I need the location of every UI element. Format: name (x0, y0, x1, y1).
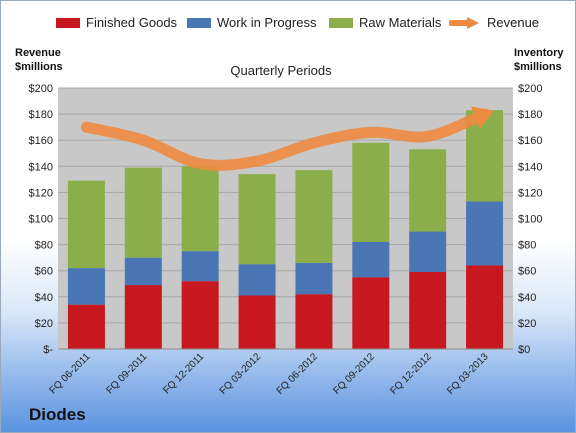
bar-finished-goods (181, 281, 219, 349)
category-label: FQ 12-2011 (161, 351, 206, 396)
category-label: FQ 06-2011 (48, 351, 93, 396)
right-tick-label: $60 (518, 266, 536, 278)
category-label: FQ 12-2012 (388, 351, 434, 397)
right-axis-title: Inventory $millions (514, 47, 564, 73)
bar-work-in-progress (124, 257, 162, 286)
category-label: FQ 03-2013 (445, 351, 491, 397)
left-tick-label: $160 (29, 135, 53, 147)
left-tick-label: $140 (29, 161, 53, 173)
bar-work-in-progress (409, 231, 447, 273)
right-tick-label: $140 (518, 161, 542, 173)
left-axis-title: Revenue $millions (15, 47, 63, 73)
bar-finished-goods (67, 304, 105, 349)
right-tick-label: $80 (518, 240, 536, 252)
legend-label: Work in Progress (217, 15, 317, 30)
right-tick-label: $40 (518, 292, 536, 304)
legend-item-work-in-progress: Work in Progress (187, 15, 316, 30)
legend: Finished Goods Work in Progress Raw Materi… (1, 15, 575, 35)
left-tick-label: $180 (29, 109, 53, 121)
bar-finished-goods (352, 277, 390, 349)
legend-item-revenue: Revenue (449, 15, 539, 30)
bar-raw-materials (67, 180, 105, 269)
revenue-arrowhead (470, 106, 494, 129)
right-tick-label: $180 (518, 109, 542, 121)
left-tick-label: $40 (35, 292, 53, 304)
category-label: FQ 09-2011 (104, 351, 149, 396)
category-label: FQ 06-2012 (275, 351, 321, 397)
bar-work-in-progress (181, 251, 219, 282)
category-label: FQ 03-2012 (218, 351, 264, 397)
right-tick-label: $20 (518, 318, 536, 330)
bar-raw-materials (181, 166, 219, 252)
bar-work-in-progress (295, 262, 333, 295)
bar-raw-materials (238, 174, 276, 265)
legend-label: Finished Goods (86, 15, 178, 30)
left-tick-label: $80 (35, 240, 53, 252)
bar-raw-materials (409, 149, 447, 232)
legend-item-finished-goods: Finished Goods (56, 15, 177, 30)
legend-swatch (187, 17, 211, 28)
bar-finished-goods (409, 272, 447, 349)
right-tick-label: $100 (518, 214, 542, 226)
left-tick-label: $- (43, 344, 53, 356)
right-tick-label: $120 (518, 187, 542, 199)
legend-item-raw-materials: Raw Materials (329, 15, 441, 30)
right-tick-label: $200 (518, 83, 542, 95)
company-name: Diodes (29, 405, 86, 424)
revenue-line (80, 108, 491, 171)
left-tick-label: $20 (35, 318, 53, 330)
legend-arrow-icon (449, 16, 479, 29)
category-label: FQ 09-2012 (331, 351, 377, 397)
bar-work-in-progress (67, 268, 105, 305)
bar-raw-materials (295, 170, 333, 263)
legend-swatch (56, 17, 80, 28)
right-tick-label: $160 (518, 135, 542, 147)
legend-label: Raw Materials (359, 15, 442, 30)
bar-raw-materials (352, 142, 390, 242)
bar-finished-goods (124, 285, 162, 349)
legend-swatch (329, 17, 353, 28)
bar-finished-goods (466, 265, 504, 349)
bar-finished-goods (238, 295, 276, 349)
left-tick-label: $60 (35, 266, 53, 278)
left-tick-label: $120 (29, 187, 53, 199)
bar-finished-goods (295, 294, 333, 349)
bar-work-in-progress (466, 201, 504, 266)
bar-work-in-progress (352, 241, 390, 278)
left-tick-label: $100 (29, 214, 53, 226)
bar-work-in-progress (238, 264, 276, 296)
chart-title: Quarterly Periods (230, 63, 332, 78)
right-tick-label: $0 (518, 344, 530, 356)
bar-raw-materials (124, 167, 162, 258)
left-tick-label: $200 (29, 83, 53, 95)
legend-label: Revenue (487, 15, 540, 30)
